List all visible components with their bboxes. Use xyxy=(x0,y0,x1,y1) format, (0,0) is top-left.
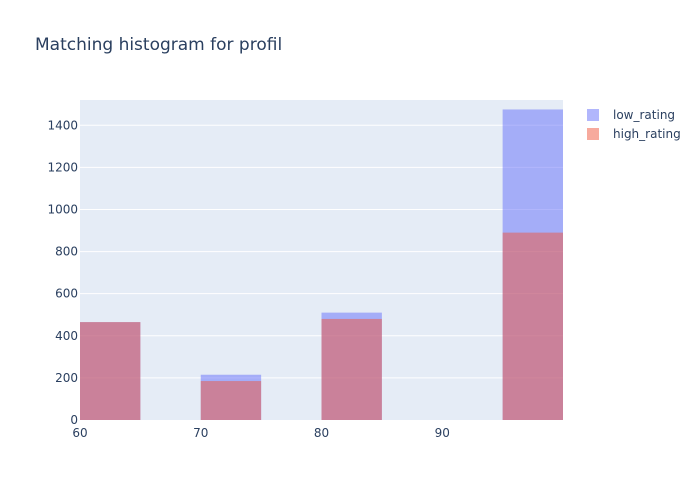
legend: low_rating high_rating xyxy=(587,108,681,141)
x-tick-label: 60 xyxy=(72,426,87,440)
x-tick-label: 80 xyxy=(314,426,329,440)
y-tick-label: 200 xyxy=(55,371,78,385)
x-tick-label: 90 xyxy=(435,426,450,440)
y-axis-ticks: 0 200 400 600 800 1000 1200 1400 xyxy=(47,118,78,427)
bar-high_rating-2 xyxy=(321,318,382,420)
x-tick-label: 70 xyxy=(193,426,208,440)
x-axis-ticks: 60 70 80 90 xyxy=(72,426,450,440)
legend-label-high_rating: high_rating xyxy=(613,127,681,141)
legend-swatch-low_rating xyxy=(587,109,599,121)
bar-high_rating-0 xyxy=(80,322,141,420)
y-tick-label: 1400 xyxy=(47,118,78,132)
chart-title: Matching histogram for profil xyxy=(35,35,282,55)
y-tick-label: 0 xyxy=(70,413,78,427)
legend-label-low_rating: low_rating xyxy=(613,108,675,122)
y-tick-label: 400 xyxy=(55,329,78,343)
plot-area xyxy=(80,100,563,420)
bar-high_rating-1 xyxy=(200,381,262,420)
legend-swatch-high_rating xyxy=(587,128,599,140)
y-tick-label: 1000 xyxy=(47,202,78,216)
y-tick-label: 1200 xyxy=(47,160,78,174)
y-tick-label: 600 xyxy=(55,287,78,301)
bar-high_rating-3 xyxy=(502,232,563,420)
y-tick-label: 800 xyxy=(55,245,78,259)
